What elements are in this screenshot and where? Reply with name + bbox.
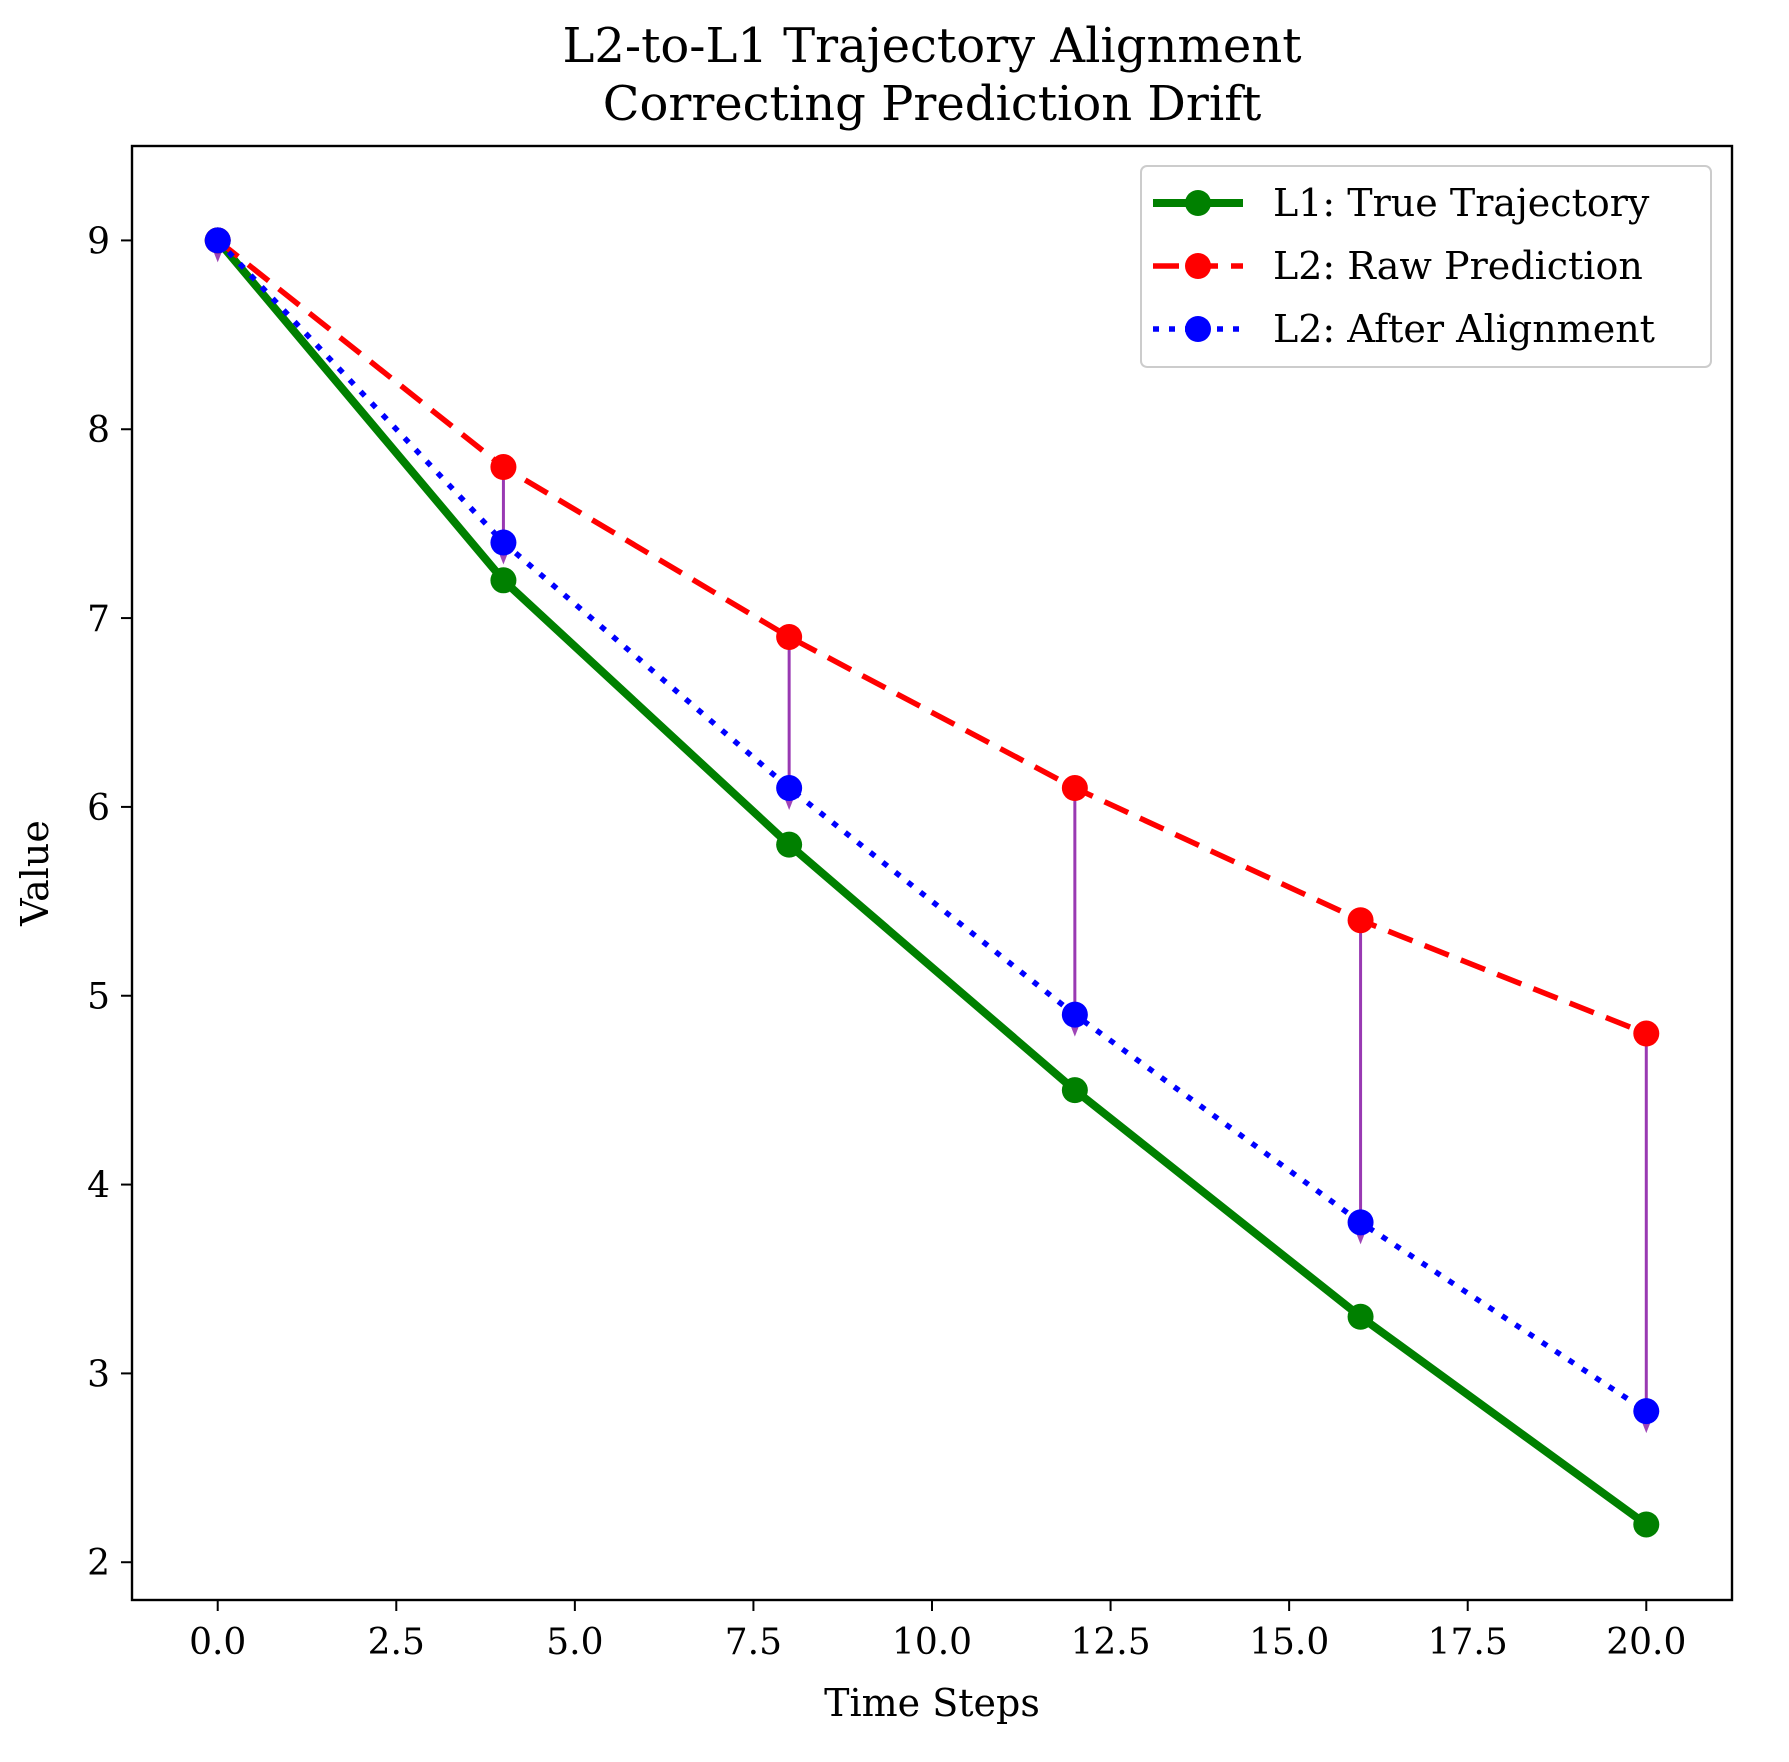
legend-label: L1: True Trajectory	[1273, 181, 1650, 225]
series-point-3	[1061, 1001, 1088, 1028]
x-tick-label: 20.0	[1606, 1622, 1686, 1663]
series-point-1	[1061, 1077, 1088, 1104]
y-tick-label: 9	[87, 221, 110, 262]
series-point-3	[204, 227, 231, 254]
x-tick-label: 17.5	[1428, 1622, 1508, 1663]
plot-area: 0.0 2.5 5.0 7.5 10.0 12.5 15.0 17.5 20.0 2 3 4 5 6 7 8 9	[87, 144, 1734, 1663]
x-tick-label: 2.5	[368, 1622, 425, 1663]
y-axis-label: Value	[13, 820, 57, 927]
x-tick-label: 10.0	[892, 1622, 972, 1663]
series-point-3	[1347, 1209, 1374, 1236]
series-point-1	[1347, 1303, 1374, 1330]
series-point-3	[776, 775, 803, 802]
legend-swatch-marker	[1185, 316, 1211, 342]
y-tick-label: 2	[87, 1543, 110, 1584]
series-point-3	[490, 529, 517, 556]
series-line-3	[215, 238, 1648, 1414]
series-point-2	[776, 623, 803, 650]
legend-label: L2: Raw Prediction	[1273, 244, 1643, 288]
x-tick-label: 0.0	[189, 1622, 246, 1663]
y-tick-label: 8	[87, 410, 110, 451]
legend-box	[1140, 165, 1712, 368]
series-point-1	[776, 831, 803, 858]
y-tick-label: 6	[87, 788, 110, 829]
x-tick-label: 15.0	[1249, 1622, 1329, 1663]
y-tick-label: 3	[87, 1354, 110, 1395]
series-point-1	[1633, 1511, 1660, 1538]
series-point-1	[490, 567, 517, 594]
series-point-2	[1061, 775, 1088, 802]
legend-swatch-marker	[1185, 253, 1211, 279]
series-point-3	[1633, 1398, 1660, 1425]
legend-label: L2: After Alignment	[1273, 307, 1655, 351]
series-line-2	[216, 238, 1648, 1037]
x-axis-label: Time Steps	[824, 1681, 1040, 1725]
series-line-1	[214, 237, 1649, 1528]
y-tick-label: 4	[87, 1166, 110, 1207]
series-point-2	[1347, 907, 1374, 934]
legend: L1: True Trajectory L2: Raw Prediction L2:…	[1140, 165, 1712, 368]
legend-swatch-marker	[1185, 190, 1211, 216]
y-tick-label: 7	[87, 599, 110, 640]
x-tick-label: 7.5	[725, 1622, 782, 1663]
chart-subtitle: Correcting Prediction Drift	[603, 76, 1262, 132]
chart-title: L2-to-L1 Trajectory Alignment	[562, 18, 1301, 74]
x-tick-label: 12.5	[1070, 1622, 1150, 1663]
series-point-2	[490, 454, 517, 481]
series-point-2	[1633, 1020, 1660, 1047]
x-tick-label: 5.0	[546, 1622, 603, 1663]
y-tick-label: 5	[87, 977, 110, 1018]
